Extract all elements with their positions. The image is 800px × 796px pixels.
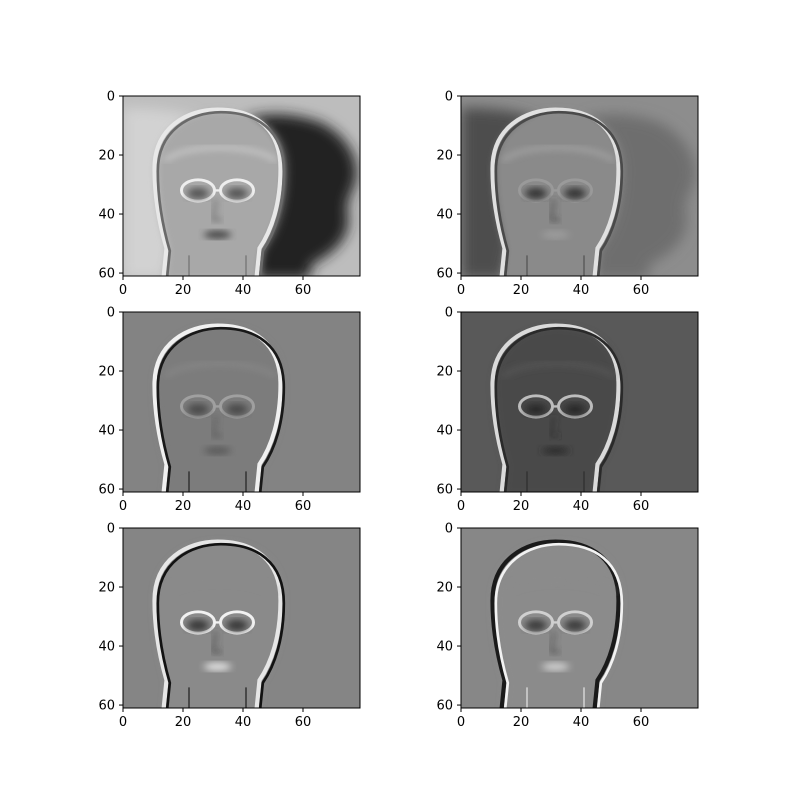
image-panel: 0 20 40 60 0 20 40 60 xyxy=(436,522,699,730)
y-tick-label: 60 xyxy=(98,267,115,282)
axes-frame xyxy=(122,311,361,493)
x-tick-label: 20 xyxy=(175,283,192,298)
axes-frame xyxy=(460,527,699,709)
x-tick-label: 0 xyxy=(119,715,127,730)
grayscale-image xyxy=(461,312,698,492)
grayscale-image xyxy=(461,96,698,276)
y-tick-label: 20 xyxy=(436,149,453,164)
y-tick-label: 40 xyxy=(436,424,453,439)
y-tick-label: 0 xyxy=(107,306,115,321)
image-panel: 0 20 40 60 0 20 40 60 xyxy=(436,306,699,514)
axes-frame xyxy=(122,527,361,709)
x-tick-label: 60 xyxy=(295,283,312,298)
x-tick-label: 40 xyxy=(573,499,590,514)
image-panel: 0 20 40 60 0 20 40 60 xyxy=(98,90,361,298)
x-tick-label: 20 xyxy=(175,499,192,514)
x-tick-label: 0 xyxy=(457,283,465,298)
y-tick-label: 0 xyxy=(445,90,453,105)
y-tick-label: 60 xyxy=(436,483,453,498)
y-tick-label: 20 xyxy=(98,581,115,596)
y-tick-label: 60 xyxy=(98,483,115,498)
y-tick-label: 20 xyxy=(98,365,115,380)
y-tick-label: 20 xyxy=(436,581,453,596)
x-tick-label: 40 xyxy=(235,715,252,730)
y-tick-label: 60 xyxy=(436,267,453,282)
y-tick-label: 40 xyxy=(98,424,115,439)
x-tick-label: 40 xyxy=(573,715,590,730)
image-panel: 0 20 40 60 0 20 40 60 xyxy=(436,90,699,298)
x-tick-label: 60 xyxy=(295,499,312,514)
y-tick-label: 60 xyxy=(436,699,453,714)
x-tick-label: 40 xyxy=(235,499,252,514)
y-tick-label: 0 xyxy=(445,306,453,321)
y-tick-label: 40 xyxy=(436,208,453,223)
axes-frame xyxy=(122,95,361,277)
x-tick-label: 60 xyxy=(633,283,650,298)
x-tick-label: 20 xyxy=(513,499,530,514)
image-panel: 0 20 40 60 0 20 40 60 xyxy=(98,522,361,730)
y-tick-label: 40 xyxy=(98,640,115,655)
image-panel: 0 20 40 60 0 20 40 60 xyxy=(98,306,361,514)
y-tick-label: 0 xyxy=(445,522,453,537)
x-tick-label: 0 xyxy=(119,283,127,298)
grayscale-image xyxy=(123,96,360,276)
axes-frame xyxy=(460,311,699,493)
axes-frame xyxy=(460,95,699,277)
y-tick-label: 0 xyxy=(107,522,115,537)
grayscale-image xyxy=(461,528,698,708)
x-tick-label: 60 xyxy=(633,715,650,730)
y-tick-label: 40 xyxy=(436,640,453,655)
y-tick-label: 40 xyxy=(98,208,115,223)
x-tick-label: 0 xyxy=(457,715,465,730)
grayscale-image xyxy=(123,312,360,492)
y-tick-label: 0 xyxy=(107,90,115,105)
grayscale-image xyxy=(123,528,360,708)
x-tick-label: 0 xyxy=(119,499,127,514)
x-tick-label: 0 xyxy=(457,499,465,514)
y-tick-label: 60 xyxy=(98,699,115,714)
x-tick-label: 60 xyxy=(295,715,312,730)
y-tick-label: 20 xyxy=(436,365,453,380)
x-tick-label: 20 xyxy=(175,715,192,730)
x-tick-label: 20 xyxy=(513,715,530,730)
y-tick-label: 20 xyxy=(98,149,115,164)
x-tick-label: 60 xyxy=(633,499,650,514)
x-tick-label: 40 xyxy=(573,283,590,298)
x-tick-label: 40 xyxy=(235,283,252,298)
x-tick-label: 20 xyxy=(513,283,530,298)
